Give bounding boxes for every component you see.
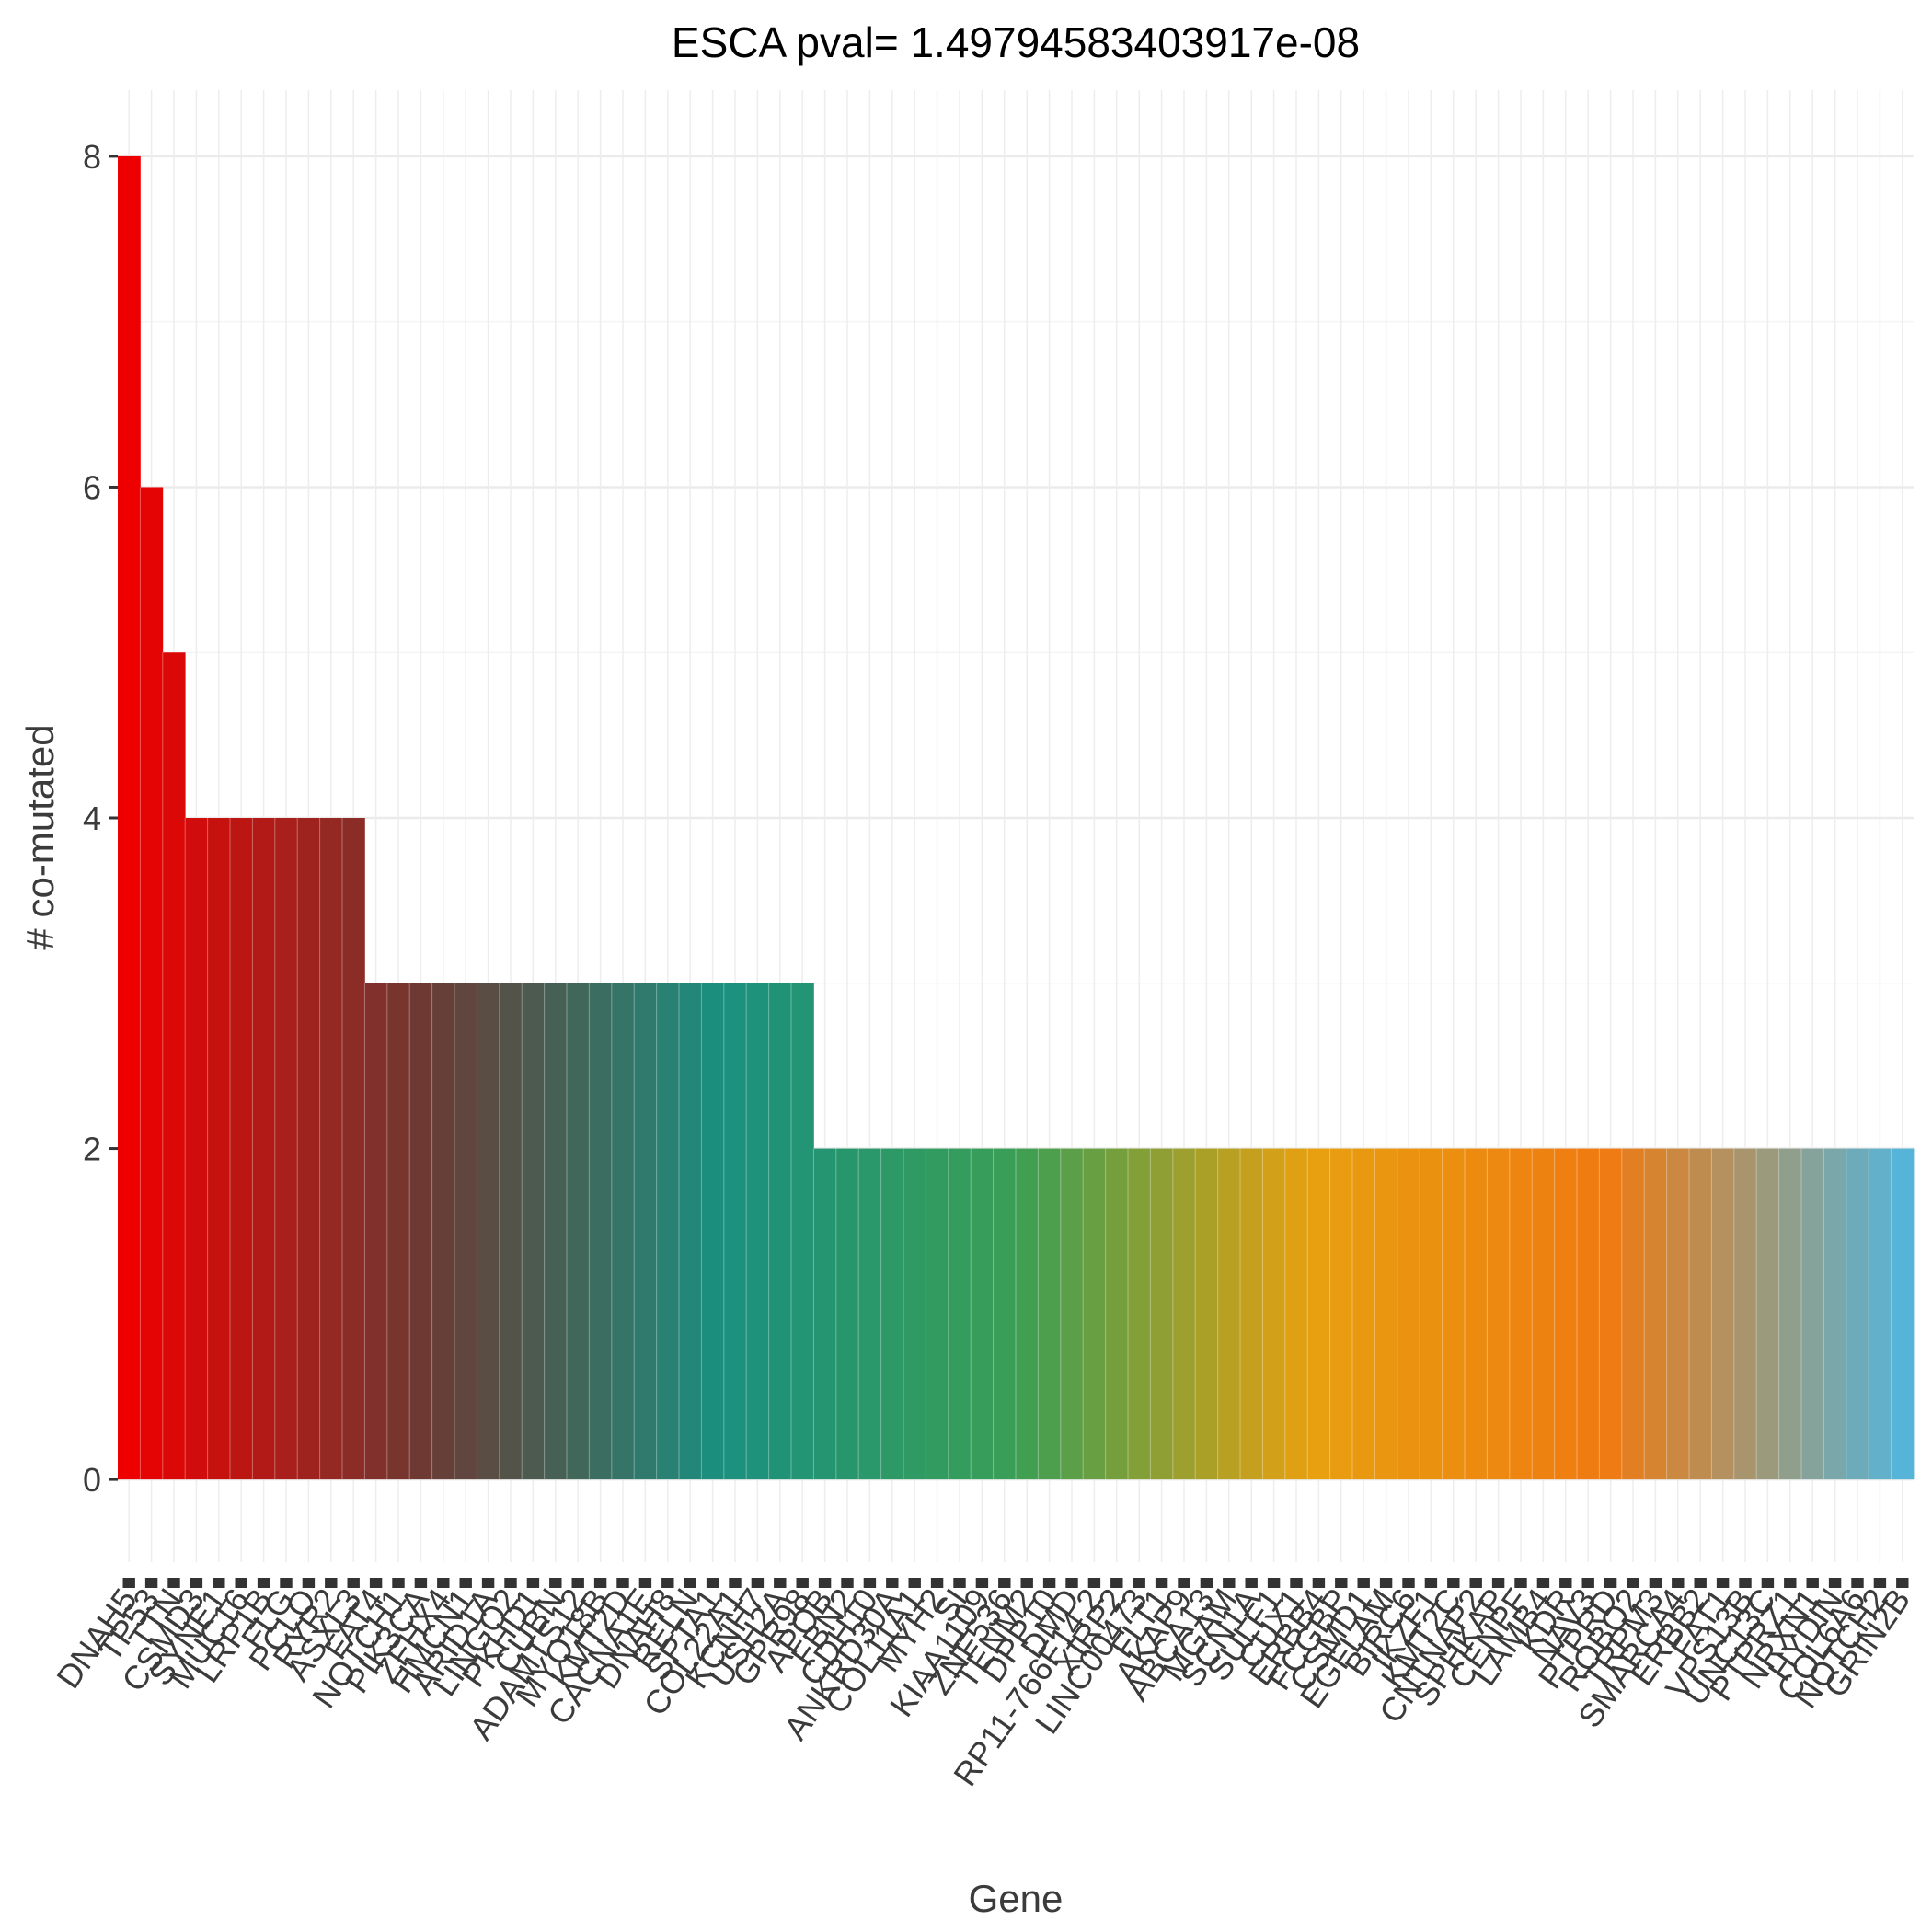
bar: CUBN: 3 bbox=[544, 983, 568, 1480]
bar: CSMD3: 4 bbox=[185, 818, 208, 1480]
bar: LAMB4: 2 bbox=[1532, 1148, 1555, 1480]
bar: EGFLAM: 2 bbox=[1374, 1148, 1398, 1480]
bar: ERBB2: 2 bbox=[1689, 1148, 1712, 1480]
bar: COL6A6: 2 bbox=[1846, 1148, 1869, 1480]
bar: KDR: 2 bbox=[1554, 1148, 1578, 1480]
bar: MUC16: 4 bbox=[230, 818, 253, 1480]
bar: CDH10: 2 bbox=[858, 1148, 881, 1480]
bar: LRP1B: 4 bbox=[252, 818, 276, 1480]
bar: NRXN1: 2 bbox=[1801, 1148, 1824, 1480]
bar: CENPF: 2 bbox=[1509, 1148, 1533, 1480]
bar: PTPRZ1: 2 bbox=[1778, 1148, 1802, 1480]
bar: KMT2D: 3 bbox=[611, 983, 635, 1480]
bar: DPP10: 2 bbox=[1038, 1148, 1062, 1480]
bar: GRIN2B: 2 bbox=[1891, 1148, 1915, 1480]
bar: CACNA1E: 3 bbox=[634, 983, 657, 1480]
bar: TRPM3: 2 bbox=[1644, 1148, 1667, 1480]
bar: RELN: 3 bbox=[679, 983, 702, 1480]
bar: RP11-766F14.2: 2 bbox=[1083, 1148, 1106, 1480]
bar: ABCA13: 2 bbox=[1195, 1148, 1218, 1480]
bar: GPR98: 3 bbox=[791, 983, 814, 1480]
bar: COL22A1: 3 bbox=[723, 983, 747, 1480]
bar: FBN2: 2 bbox=[835, 1148, 859, 1480]
bar: AKAP9: 2 bbox=[1172, 1148, 1196, 1480]
bar: CNTNAP2: 2 bbox=[1465, 1148, 1488, 1480]
chart-title: ESCA pval= 1.49794583403917e-08 bbox=[672, 18, 1360, 66]
bar: APOB: 2 bbox=[813, 1148, 837, 1480]
bar: CUX1: 2 bbox=[1284, 1148, 1308, 1480]
bar: SI: 2 bbox=[948, 1148, 972, 1480]
bar: NOTCH2: 2 bbox=[1869, 1148, 1892, 1480]
bar: CSMD1: 2 bbox=[1352, 1148, 1375, 1480]
bar: KIAA1109: 2 bbox=[971, 1148, 994, 1480]
bar: TTN: 5 bbox=[162, 652, 186, 1480]
bar: MYH2: 2 bbox=[926, 1148, 949, 1480]
y-tick-label: 2 bbox=[83, 1131, 101, 1168]
bar: FAT1: 2 bbox=[1711, 1148, 1735, 1480]
bar: USH2A: 3 bbox=[768, 983, 792, 1480]
bar: XIRP2: 2 bbox=[1105, 1148, 1129, 1480]
y-tick-label: 0 bbox=[83, 1461, 101, 1499]
bar: NAV3: 2 bbox=[1577, 1148, 1600, 1480]
bar: ARID1A: 3 bbox=[477, 983, 500, 1480]
y-tick-label: 6 bbox=[83, 468, 101, 506]
bar: SYNE1: 4 bbox=[207, 818, 231, 1480]
bar: PCLO: 4 bbox=[297, 818, 320, 1480]
bar: FCGBP: 2 bbox=[1329, 1148, 1353, 1480]
bar: ZNF536: 2 bbox=[993, 1148, 1017, 1480]
x-axis: DNAH5TP53TTNCSMD3SYNE1MUC16LRP1BFLGPCLOR… bbox=[49, 1578, 1917, 1793]
bar: HYDIN: 2 bbox=[1823, 1148, 1847, 1480]
bar: ERBB4: 2 bbox=[1307, 1148, 1330, 1480]
bar: LINGO2: 3 bbox=[499, 983, 523, 1480]
bar: SCN1A: 2 bbox=[1240, 1148, 1263, 1480]
bar: BIRC6: 2 bbox=[1397, 1148, 1420, 1480]
bar: MGAM: 2 bbox=[1217, 1148, 1241, 1480]
bar: VPS13B: 2 bbox=[1733, 1148, 1757, 1480]
bar: TENM2: 2 bbox=[1016, 1148, 1039, 1480]
bar: ZFHX4: 3 bbox=[431, 983, 455, 1480]
bar: FLG: 4 bbox=[274, 818, 298, 1480]
bar: DMD: 2 bbox=[1060, 1148, 1084, 1480]
y-tick-label: 8 bbox=[83, 138, 101, 176]
bar: SMARCA4: 2 bbox=[1666, 1148, 1690, 1480]
bar: RYR2: 4 bbox=[319, 818, 343, 1480]
y-tick-label: 4 bbox=[83, 799, 101, 837]
bar: IKZF1: 2 bbox=[1420, 1148, 1443, 1480]
bar: PTPRD: 2 bbox=[1599, 1148, 1623, 1480]
bar: ADAMTS12: 3 bbox=[567, 983, 590, 1480]
bar: FAT4: 3 bbox=[364, 983, 388, 1480]
bar: ASXL3: 4 bbox=[342, 818, 365, 1480]
bar: SPTA1: 3 bbox=[701, 983, 725, 1480]
bar: DNAH5: 8 bbox=[118, 155, 141, 1480]
bar: KCNH7: 3 bbox=[746, 983, 769, 1480]
bar: HMCN1: 3 bbox=[454, 983, 477, 1480]
y-axis-title: # co-mutated bbox=[18, 724, 62, 949]
bar: TP53: 6 bbox=[140, 487, 164, 1480]
bar: LINC00473: 2 bbox=[1128, 1148, 1151, 1480]
bar: PKHD1: 3 bbox=[522, 983, 545, 1480]
bar: NOTCH1: 3 bbox=[386, 983, 410, 1480]
bar: SPHKAP: 2 bbox=[1487, 1148, 1511, 1480]
bar: ROBO2: 2 bbox=[1621, 1148, 1645, 1480]
bar: DNAH8: 3 bbox=[656, 983, 680, 1480]
bar: COL11A1: 2 bbox=[903, 1148, 926, 1480]
bar: ANKRD30A: 2 bbox=[880, 1148, 904, 1480]
bar: UNC13C: 2 bbox=[1756, 1148, 1779, 1480]
bar: PIK3CA: 3 bbox=[409, 983, 432, 1480]
x-axis-title: Gene bbox=[969, 1877, 1064, 1920]
bar: FLT1: 2 bbox=[1150, 1148, 1174, 1480]
bar: KMT2C: 2 bbox=[1442, 1148, 1466, 1480]
y-axis: 0 2 4 6 8 bbox=[83, 138, 118, 1499]
bar: MYO18B: 3 bbox=[589, 983, 613, 1480]
bar: SULF1: 2 bbox=[1262, 1148, 1286, 1480]
bars: DNAH5: 8TP53: 6TTN: 5CSMD3: 4SYNE1: 4MUC… bbox=[118, 155, 1915, 1480]
